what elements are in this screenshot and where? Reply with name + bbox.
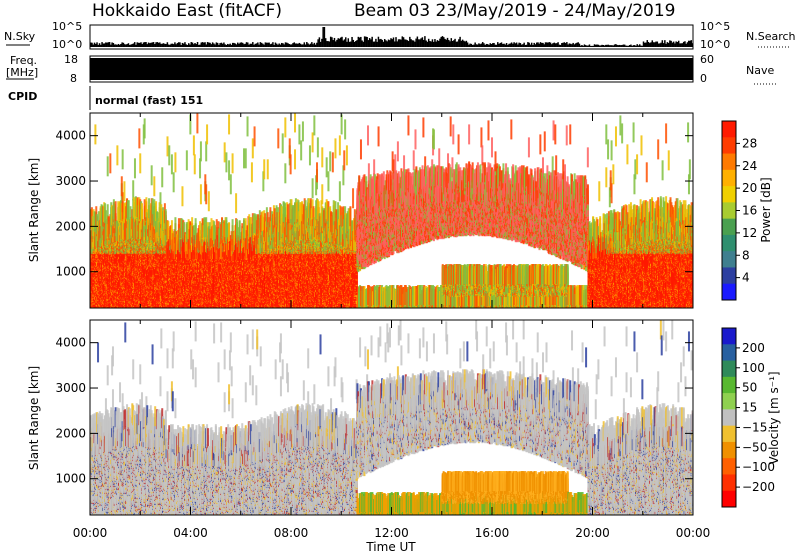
colorbar-level-label: −200 bbox=[742, 480, 775, 494]
colorbar-segment bbox=[722, 409, 736, 426]
colorbar-segment bbox=[722, 474, 736, 491]
nsky-label: N.Sky bbox=[4, 30, 36, 43]
x-tick-label: 00:00 bbox=[73, 526, 108, 540]
y-tick-label: 4000 bbox=[55, 336, 86, 350]
y-tick-label: 2000 bbox=[55, 426, 86, 440]
freq-unit: [MHz] bbox=[6, 66, 38, 79]
y-tick-label: 1000 bbox=[55, 472, 86, 486]
figure: Hokkaido East (fitACF) Beam 03 23/May/20… bbox=[0, 0, 800, 554]
nave-tick-bottom: 0 bbox=[700, 72, 707, 85]
colorbar-segment bbox=[722, 491, 736, 508]
colorbar-segment bbox=[722, 154, 736, 171]
colorbar-segment bbox=[722, 377, 736, 394]
colorbar-level-label: 4 bbox=[742, 271, 750, 285]
y-tick-label: 3000 bbox=[55, 174, 86, 188]
colorbar-segment bbox=[722, 219, 736, 236]
cpid-label: CPID bbox=[8, 90, 37, 103]
nave-tick-top: 60 bbox=[700, 53, 714, 66]
nsky-panel: N.Sky 10^5 10^0 10^5 10^0 N.Search bbox=[4, 20, 796, 51]
freq-tick-top: 18 bbox=[64, 53, 78, 66]
colorbar-level-label: −15 bbox=[742, 420, 767, 434]
y-tick-label: 3000 bbox=[55, 381, 86, 395]
colorbar-segment bbox=[722, 186, 736, 203]
nsearch-label: N.Search bbox=[746, 30, 796, 43]
colorbar-segment bbox=[722, 458, 736, 475]
colorbar-segment bbox=[722, 344, 736, 361]
colorbar-segment bbox=[722, 235, 736, 252]
freq-tick-bottom: 8 bbox=[70, 72, 77, 85]
x-tick-label: 00:00 bbox=[676, 526, 711, 540]
cpid-value: normal (fast) 151 bbox=[95, 94, 203, 107]
x-tick-label: 20:00 bbox=[575, 526, 610, 540]
colorbar-segment bbox=[722, 137, 736, 154]
colorbar-segment bbox=[722, 121, 736, 138]
nsearch-tick-top: 10^5 bbox=[700, 20, 730, 33]
colorbar-level-label: −50 bbox=[742, 440, 767, 454]
power-panel: 4000 3000 2000 1000 Slant Range [km] 28 24 20… bbox=[27, 112, 773, 318]
nave-label: Nave bbox=[746, 64, 774, 77]
velocity-ylabel: Slant Range [km] bbox=[27, 366, 41, 470]
colorbar-segment bbox=[722, 328, 736, 345]
colorbar-segment bbox=[722, 426, 736, 443]
colorbar-level-label: 16 bbox=[742, 204, 757, 218]
nsky-tick-top: 10^5 bbox=[52, 20, 82, 33]
colorbar-segment bbox=[722, 284, 736, 301]
colorbar-segment bbox=[722, 170, 736, 187]
x-axis-label: Time UT bbox=[365, 540, 416, 554]
x-tick-label: 12:00 bbox=[374, 526, 409, 540]
colorbar-segment bbox=[722, 267, 736, 284]
colorbar-level-label: 200 bbox=[742, 341, 765, 355]
x-tick-label: 08:00 bbox=[274, 526, 309, 540]
colorbar-level-label: 8 bbox=[742, 248, 750, 262]
colorbar-segment bbox=[722, 442, 736, 459]
power-ylabel: Slant Range [km] bbox=[27, 158, 41, 262]
freq-band bbox=[90, 58, 693, 80]
chart-title: Hokkaido East (fitACF) bbox=[92, 1, 282, 21]
freq-panel: Freq. [MHz] 18 8 60 0 Nave bbox=[6, 53, 776, 85]
colorbar-level-label: 24 bbox=[742, 159, 757, 173]
colorbar-level-label: 100 bbox=[742, 361, 765, 375]
colorbar-level-label: 15 bbox=[742, 401, 757, 415]
colorbar-level-label: 50 bbox=[742, 381, 757, 395]
x-tick-label: 16:00 bbox=[475, 526, 510, 540]
colorbar-segment bbox=[722, 393, 736, 410]
beam-info: Beam 03 23/May/2019 - 24/May/2019 bbox=[354, 1, 675, 21]
x-tick-label: 04:00 bbox=[173, 526, 208, 540]
nsearch-tick-bottom: 10^0 bbox=[700, 38, 730, 51]
y-tick-label: 1000 bbox=[55, 265, 86, 279]
velocity-panel: 4000 3000 2000 1000 Slant Range [km] 200 100… bbox=[27, 319, 781, 525]
colorbar-segment bbox=[722, 361, 736, 378]
colorbar-level-label: 20 bbox=[742, 181, 757, 195]
colorbar-level-label: 28 bbox=[742, 136, 757, 150]
colorbar-level-label: 12 bbox=[742, 226, 757, 240]
nsky-tick-bottom: 10^0 bbox=[52, 38, 82, 51]
colorbar-segment bbox=[722, 251, 736, 268]
y-tick-label: 4000 bbox=[55, 129, 86, 143]
velocity-colorbar-label: Velocity [m s⁻¹] bbox=[767, 371, 781, 464]
y-tick-label: 2000 bbox=[55, 219, 86, 233]
power-colorbar-label: Power [dB] bbox=[759, 177, 773, 242]
colorbar-segment bbox=[722, 202, 736, 219]
